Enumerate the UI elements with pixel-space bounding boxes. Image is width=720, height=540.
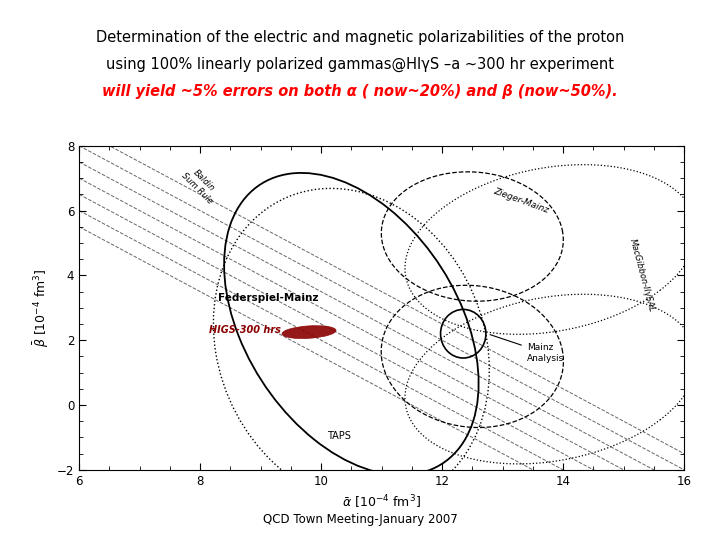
X-axis label: $\bar{\alpha}\ [10^{-4}\ \rm{fm}^3]$: $\bar{\alpha}\ [10^{-4}\ \rm{fm}^3]$ [342,493,421,511]
Ellipse shape [282,326,336,339]
Text: TAPS: TAPS [328,431,351,441]
Text: Mainz
Analysis: Mainz Analysis [490,335,564,363]
Text: using 100% linearly polarized gammas@HIγS –a ~300 hr experiment: using 100% linearly polarized gammas@HIγ… [106,57,614,72]
Text: will yield ~5% errors on both α ( now~20%) and β (now~50%).: will yield ~5% errors on both α ( now~20… [102,84,618,99]
Y-axis label: $\bar{\beta}\ [10^{-4}\ \rm{fm}^3]$: $\bar{\beta}\ [10^{-4}\ \rm{fm}^3]$ [32,268,51,347]
Text: HIGS-300 hrs: HIGS-300 hrs [210,326,281,335]
Text: Zieger-Mainz: Zieger-Mainz [492,187,549,215]
Text: Federspiel-Mainz: Federspiel-Mainz [218,293,319,303]
Text: QCD Town Meeting-January 2007: QCD Town Meeting-January 2007 [263,514,457,526]
Text: Baldin
Sum Rule: Baldin Sum Rule [179,164,221,206]
Text: MacGibbon-IIγSAL: MacGibbon-IIγSAL [628,238,656,313]
Text: Determination of the electric and magnetic polarizabilities of the proton: Determination of the electric and magnet… [96,30,624,45]
